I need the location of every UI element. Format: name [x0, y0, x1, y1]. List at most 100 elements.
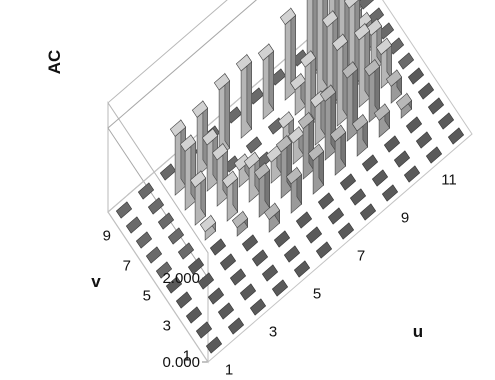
zero-bar-marker [137, 182, 155, 200]
bar [261, 264, 279, 282]
zero-bar-marker [397, 52, 415, 70]
bar [197, 272, 215, 290]
bar [271, 279, 289, 297]
bar [371, 169, 389, 187]
v-tick-label: 5 [143, 288, 151, 305]
bar [191, 100, 209, 177]
bar [397, 52, 415, 70]
bar [211, 142, 229, 207]
zero-bar-marker [209, 238, 227, 256]
bar [285, 166, 303, 214]
zero-bar-marker [115, 201, 133, 219]
bar [315, 241, 333, 259]
zero-bar-marker [383, 135, 401, 153]
bar-top-face [343, 0, 360, 9]
bar [359, 203, 377, 221]
zero-bar-marker [155, 261, 173, 279]
bar-top-face [243, 151, 261, 170]
zero-bar-marker [147, 197, 165, 215]
zero-bar-marker [239, 283, 257, 301]
bar [273, 230, 291, 248]
bar [329, 124, 347, 176]
zero-bar-marker [349, 188, 367, 206]
z-axis-label: AC [45, 50, 64, 75]
bar [393, 150, 411, 168]
zero-bar-marker [241, 234, 259, 252]
v-tick-label: 9 [103, 228, 111, 245]
bar [251, 249, 269, 267]
v-tick-label: 1 [183, 348, 191, 365]
zero-bar-marker [175, 291, 193, 309]
bar-top-face [169, 119, 187, 137]
bar [189, 170, 207, 226]
zero-bar-marker [205, 336, 223, 354]
bar [327, 207, 345, 225]
zero-bar-marker [195, 321, 213, 339]
bar [365, 18, 383, 74]
bar [363, 58, 381, 123]
bar [253, 162, 271, 218]
zero-bar-marker [437, 112, 455, 130]
bar-top-face [375, 37, 393, 56]
zero-bar-marker [273, 230, 291, 248]
bar [187, 257, 205, 275]
bar [179, 134, 197, 211]
u-tick-label: 3 [269, 324, 277, 341]
bar [305, 226, 323, 244]
floor-outline [107, 0, 473, 363]
zero-bar-marker [447, 127, 465, 145]
bar [437, 112, 455, 130]
zero-bar-marker [187, 257, 205, 275]
zero-bar-marker [125, 216, 143, 234]
bar [227, 317, 245, 335]
zero-bar-marker [177, 242, 195, 260]
bar [217, 302, 235, 320]
zero-bar-marker [405, 116, 423, 134]
bar-top-face [395, 92, 413, 111]
bar [155, 261, 173, 279]
bar [157, 212, 175, 230]
bar-side-face [246, 53, 252, 130]
bar-top-face [235, 54, 253, 72]
zero-bar-marker [229, 268, 247, 286]
bar [307, 143, 325, 195]
zero-bar-marker [159, 163, 177, 181]
bar [165, 276, 183, 294]
zero-bar-marker [249, 298, 267, 316]
zero-bar-marker [339, 173, 357, 191]
bar [295, 211, 313, 229]
bar-top-face [201, 128, 219, 146]
bar [159, 163, 177, 181]
zero-bar-marker [403, 165, 421, 183]
bar [213, 72, 231, 158]
bar-top-face [285, 166, 303, 185]
zero-bar-marker [227, 317, 245, 335]
bar-top-face [279, 7, 297, 26]
zero-bar-marker [293, 260, 311, 278]
zero-bar-marker [415, 131, 433, 149]
v-axis-label: v [91, 272, 101, 291]
bar-top-face [213, 73, 231, 91]
zero-bar-marker [417, 82, 435, 100]
bar [293, 260, 311, 278]
bar-top-face [179, 134, 197, 152]
bar [169, 119, 187, 196]
bar [167, 227, 185, 245]
bar [403, 165, 421, 183]
bar [417, 82, 435, 100]
bar [177, 242, 195, 260]
bar-top-face [191, 100, 209, 118]
z-tick-label: 0.000 [162, 354, 200, 371]
bar [407, 67, 425, 85]
bar-top-face [299, 50, 317, 68]
v-tick-label: 7 [123, 258, 131, 275]
bar [405, 116, 423, 134]
bar [279, 7, 297, 101]
bar [361, 154, 379, 172]
bar-top-face [331, 33, 349, 52]
bar [137, 182, 155, 200]
zero-bar-marker [315, 241, 333, 259]
bar [219, 253, 237, 271]
